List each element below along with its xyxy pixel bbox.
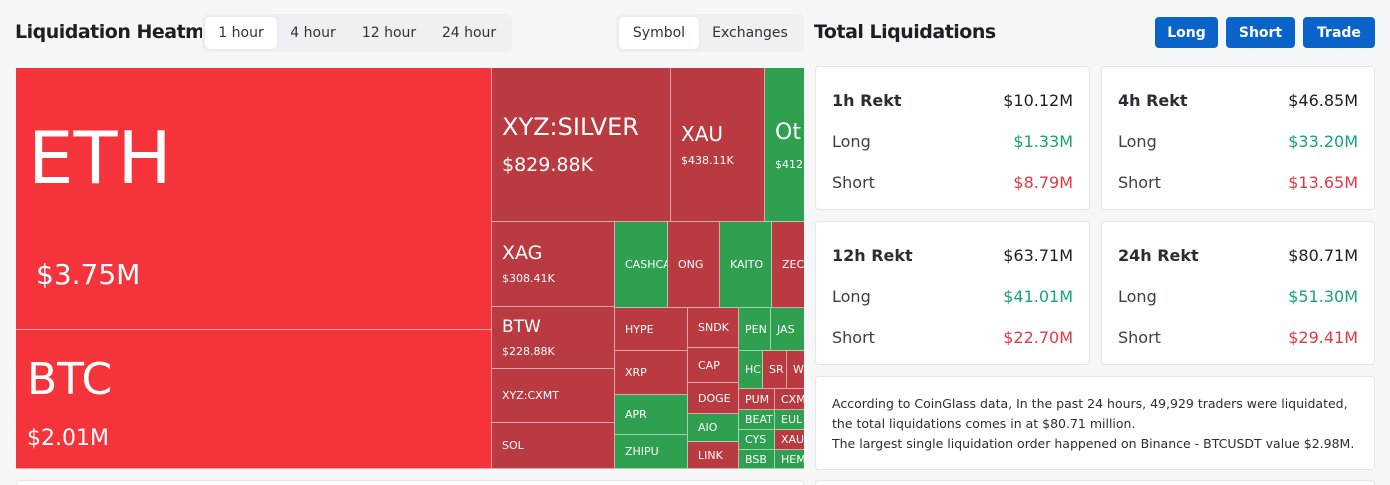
heatmap-cell-zhipu[interactable]: ZHIPU	[615, 435, 688, 469]
liquidation-summary: According to CoinGlass data, In the past…	[815, 376, 1375, 470]
card-label: 1h Rekt	[832, 91, 902, 110]
tab-4-hour[interactable]: 4 hour	[290, 25, 336, 41]
heatmap-cell-btw[interactable]: BTW $228.88K	[492, 307, 615, 369]
long-value: $41.01M	[1003, 287, 1073, 306]
next-panel-right	[815, 480, 1375, 485]
heatmap-cell-xyz-cxmt[interactable]: XYZ:CXMT	[492, 369, 615, 423]
heatmap-cell-kaito[interactable]: KAITO	[720, 222, 772, 308]
short-label: Short	[832, 173, 875, 192]
heatmap-cell-pum[interactable]: PUM	[739, 389, 775, 410]
heatmap-cell-bsb[interactable]: BSB	[739, 450, 775, 469]
heatmap-cell-aio[interactable]: AIO	[688, 414, 739, 442]
cell-value: $2.01M	[27, 426, 109, 451]
cell-value: $829.88K	[502, 154, 594, 176]
next-panel-left	[16, 480, 804, 485]
heatmap-cell-eul[interactable]: EUL	[775, 410, 804, 430]
cell-name: ETH	[28, 116, 172, 200]
heatmap-cell-sr[interactable]: SR	[763, 351, 787, 389]
heatmap-cell-cashca[interactable]: CASHCA	[615, 222, 668, 308]
cell-value: $412.	[775, 158, 804, 171]
card-total: $10.12M	[1003, 91, 1073, 110]
heatmap-cell-hype[interactable]: HYPE	[615, 308, 688, 351]
short-button[interactable]: Short	[1226, 17, 1295, 48]
summary-line-1: According to CoinGlass data, In the past…	[832, 396, 1348, 431]
heatmap-cell-pen[interactable]: PEN	[739, 308, 771, 351]
heatmap-cell-doge[interactable]: DOGE	[688, 383, 739, 414]
heatmap-cell-link[interactable]: LINK	[688, 442, 739, 469]
card-total: $80.71M	[1288, 246, 1358, 265]
long-label: Long	[1118, 287, 1157, 306]
heatmap-cell-w[interactable]: W	[787, 351, 804, 389]
heatmap-cell-sndk[interactable]: SNDK	[688, 308, 739, 348]
heatmap-title: Liquidation Heatmap	[15, 21, 230, 43]
liquidation-heatmap: ETH $3.75M BTC $2.01M XYZ:SILVER $829.88…	[16, 68, 804, 469]
long-value: $33.20M	[1288, 132, 1358, 151]
heatmap-cell-xyz-silver[interactable]: XYZ:SILVER $829.88K	[492, 68, 671, 222]
tab-symbol[interactable]: Symbol	[619, 17, 699, 49]
heatmap-cell-apr[interactable]: APR	[615, 395, 688, 435]
long-label: Long	[832, 132, 871, 151]
card-label: 12h Rekt	[832, 246, 913, 265]
time-range-selector: 1 hour 4 hour 12 hour 24 hour	[202, 14, 512, 52]
cell-value: $3.75M	[36, 258, 141, 291]
short-value: $13.65M	[1288, 173, 1358, 192]
tab-1-hour[interactable]: 1 hour	[205, 17, 277, 49]
long-label: Long	[832, 287, 871, 306]
short-value: $29.41M	[1288, 328, 1358, 347]
trade-button[interactable]: Trade	[1303, 17, 1375, 48]
cell-value: $438.11K	[681, 154, 734, 167]
long-value: $1.33M	[1013, 132, 1073, 151]
long-value: $51.30M	[1288, 287, 1358, 306]
heatmap-cell-xrp[interactable]: XRP	[615, 351, 688, 395]
long-button[interactable]: Long	[1155, 17, 1218, 48]
heatmap-cell-hem[interactable]: HEM	[775, 450, 804, 469]
tab-12-hour[interactable]: 12 hour	[361, 25, 417, 41]
heatmap-cell-sol[interactable]: SOL	[492, 423, 615, 469]
heatmap-cell-btc[interactable]: BTC $2.01M	[16, 330, 492, 469]
heatmap-cell-xau[interactable]: XAU $438.11K	[671, 68, 765, 222]
cell-name: BTW	[502, 317, 541, 337]
heatmap-cell-cxm[interactable]: CXM	[775, 389, 804, 410]
short-value: $22.70M	[1003, 328, 1073, 347]
heatmap-cell-zec[interactable]: ZEC	[772, 222, 804, 308]
heatmap-cell-jas[interactable]: JAS	[771, 308, 804, 351]
heatmap-cell-cys[interactable]: CYS	[739, 430, 775, 450]
total-liquidations-title: Total Liquidations	[814, 21, 996, 43]
heatmap-cell-hc[interactable]: HC	[739, 351, 763, 389]
rekt-card-12h: 12h Rekt $63.71M Long $41.01M Short $22.70M	[815, 221, 1090, 365]
summary-line-2: The largest single liquidation order hap…	[832, 436, 1355, 451]
short-label: Short	[1118, 173, 1161, 192]
cell-name: XAG	[502, 242, 543, 264]
short-value: $8.79M	[1013, 173, 1073, 192]
tab-24-hour[interactable]: 24 hour	[441, 25, 497, 41]
heatmap-cell-eth[interactable]: ETH $3.75M	[16, 68, 492, 330]
heatmap-cell-beat[interactable]: BEAT	[739, 410, 775, 430]
heatmap-cell-others[interactable]: Ot $412.	[765, 68, 804, 222]
cell-name: BTC	[27, 354, 113, 405]
cell-name: Ot	[775, 120, 801, 145]
cell-value: $228.88K	[502, 345, 555, 358]
cell-name: XYZ:SILVER	[502, 113, 639, 141]
group-by-selector: Symbol Exchanges	[616, 14, 804, 52]
card-total: $46.85M	[1288, 91, 1358, 110]
heatmap-cell-ong[interactable]: ONG	[668, 222, 720, 308]
card-total: $63.71M	[1003, 246, 1073, 265]
heatmap-cell-xau-small[interactable]: XAU	[775, 430, 804, 450]
cell-name: XAU	[681, 122, 724, 146]
heatmap-cell-xag[interactable]: XAG $308.41K	[492, 222, 615, 307]
tab-exchanges[interactable]: Exchanges	[712, 25, 788, 41]
heatmap-cell-cap[interactable]: CAP	[688, 348, 739, 383]
rekt-card-4h: 4h Rekt $46.85M Long $33.20M Short $13.65M	[1101, 66, 1375, 210]
long-label: Long	[1118, 132, 1157, 151]
rekt-card-24h: 24h Rekt $80.71M Long $51.30M Short $29.41M	[1101, 221, 1375, 365]
short-label: Short	[832, 328, 875, 347]
card-label: 24h Rekt	[1118, 246, 1199, 265]
rekt-card-1h: 1h Rekt $10.12M Long $1.33M Short $8.79M	[815, 66, 1090, 210]
short-label: Short	[1118, 328, 1161, 347]
card-label: 4h Rekt	[1118, 91, 1188, 110]
cell-value: $308.41K	[502, 272, 555, 285]
